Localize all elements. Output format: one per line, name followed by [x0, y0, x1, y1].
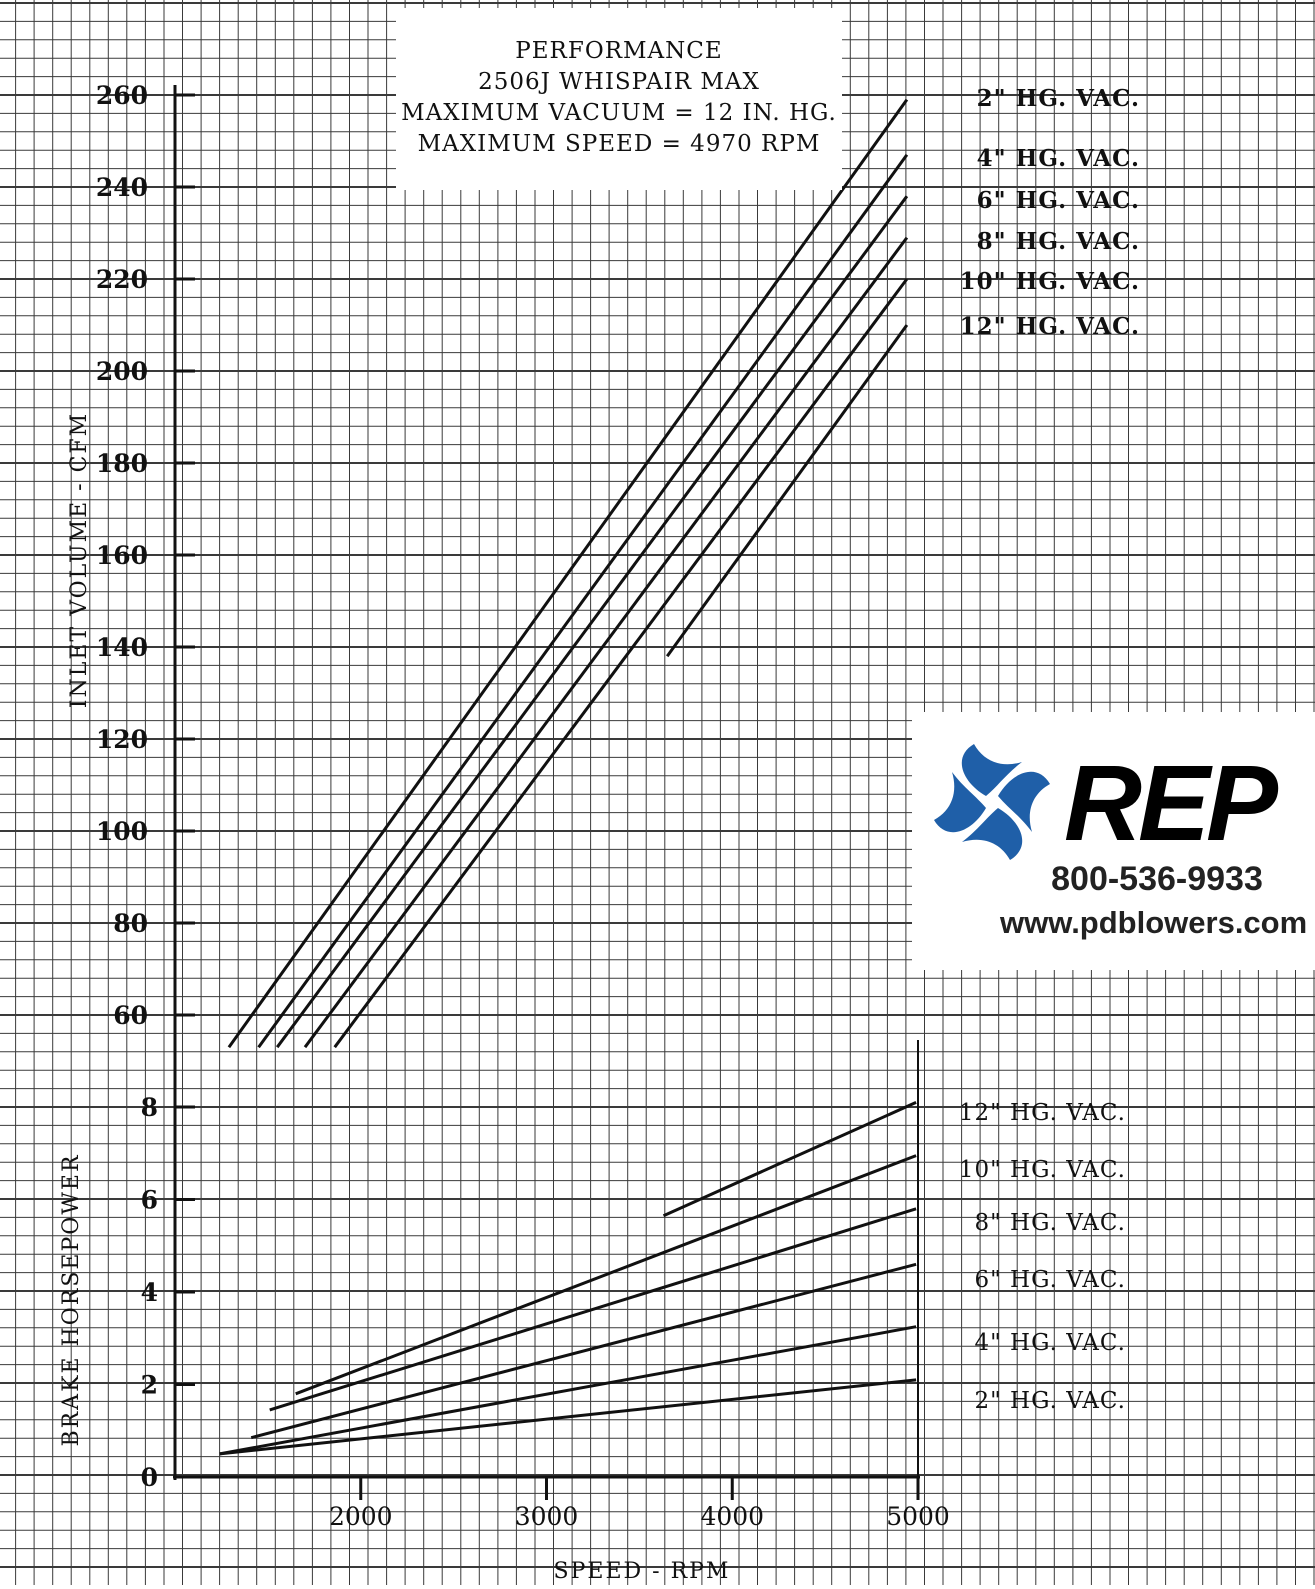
chart-title-box: PERFORMANCE 2506J WHISPAIR MAX MAXIMUM V…	[396, 8, 842, 190]
model-name: 2506J WHISPAIR MAX	[478, 69, 760, 95]
bhp-series-line	[219, 1378, 917, 1456]
fan-logo-icon	[934, 744, 1050, 860]
cfm-series-label: 8" HG. VAC.	[977, 228, 1140, 255]
bhp-series-label: 10" HG. VAC.	[959, 1157, 1126, 1183]
max-speed: MAXIMUM SPEED = 4970 RPM	[417, 131, 821, 157]
cfm-axis-label: INLET VOLUME - CFM	[67, 412, 92, 708]
bhp-series-line	[295, 1154, 917, 1396]
bhp-tick-label: 4	[141, 1278, 158, 1307]
brand-logo: REP	[930, 740, 1315, 860]
x-tick-label: 3000	[515, 1502, 579, 1531]
cfm-tick-label: 240	[96, 173, 148, 202]
cfm-series-line	[227, 98, 909, 1049]
cfm-tick-label: 180	[96, 449, 148, 478]
brand-wordmark: REP	[1064, 742, 1278, 863]
x-tick-label: 4000	[700, 1502, 764, 1531]
bhp-series-line	[219, 1325, 917, 1456]
cfm-tick-label: 260	[96, 81, 148, 110]
cfm-tick-label: 200	[96, 357, 148, 386]
cfm-plot: 2" HG. VAC. 4" HG. VAC. 6" HG. VAC. 8" HG. …	[227, 85, 1140, 1049]
cfm-series-line	[275, 195, 909, 1049]
cfm-series-label: 10" HG. VAC.	[960, 268, 1140, 295]
brand-url: www.pdblowers.com	[1000, 905, 1308, 940]
bhp-series-label: 2" HG. VAC.	[974, 1388, 1126, 1414]
cfm-tick-label: 100	[96, 817, 148, 846]
cfm-series-label: 12" HG. VAC.	[960, 313, 1140, 340]
x-tick-label: 5000	[886, 1502, 950, 1531]
cfm-tick-label: 140	[96, 633, 148, 662]
brand-phone: 800-536-9933	[1051, 860, 1263, 898]
bhp-tick-label: 2	[141, 1371, 158, 1400]
cfm-series-label: 4" HG. VAC.	[977, 145, 1140, 172]
bhp-tick-label: 8	[141, 1093, 158, 1122]
cfm-series-line	[257, 153, 909, 1049]
bhp-series-label: 6" HG. VAC.	[974, 1267, 1126, 1293]
cfm-series-label: 6" HG. VAC.	[977, 187, 1140, 214]
x-tick-label: 2000	[329, 1502, 393, 1531]
cfm-tick-label: 160	[96, 541, 148, 570]
bhp-series-line	[269, 1207, 917, 1412]
bhp-series-label: 12" HG. VAC.	[959, 1100, 1126, 1126]
cfm-series-line	[333, 278, 909, 1049]
bhp-series-label: 4" HG. VAC.	[974, 1330, 1126, 1356]
cfm-tick-label: 120	[96, 725, 148, 754]
bhp-axis-label: BRAKE HORSEPOWER	[59, 1153, 84, 1446]
bhp-tick-label: 6	[141, 1186, 158, 1215]
axes: 60 80 100 120 140 160 180 200 220 240 260 0 2 4 6 8 2000…	[59, 81, 950, 1584]
bhp-tick-label: 0	[141, 1463, 158, 1492]
bhp-series-line	[662, 1101, 917, 1218]
cfm-tick-label: 220	[96, 265, 148, 294]
max-vacuum: MAXIMUM VACUUM = 12 IN. HG.	[401, 100, 837, 126]
chart-title: PERFORMANCE	[515, 38, 723, 64]
cfm-series-line	[665, 324, 909, 658]
bhp-series-line	[250, 1262, 917, 1440]
cfm-tick-label: 80	[113, 909, 148, 938]
bhp-series-label: 8" HG. VAC.	[974, 1210, 1126, 1236]
x-axis-label: SPEED - RPM	[554, 1559, 731, 1584]
brand-panel: REP 800-536-9933 www.pdblowers.com	[912, 712, 1315, 970]
cfm-tick-label: 60	[113, 1001, 148, 1030]
cfm-series-label: 2" HG. VAC.	[977, 85, 1140, 112]
cfm-series-line	[303, 236, 909, 1049]
bhp-plot: 12" HG. VAC. 10" HG. VAC. 8" HG. VAC. 6" HG…	[219, 1100, 1126, 1456]
